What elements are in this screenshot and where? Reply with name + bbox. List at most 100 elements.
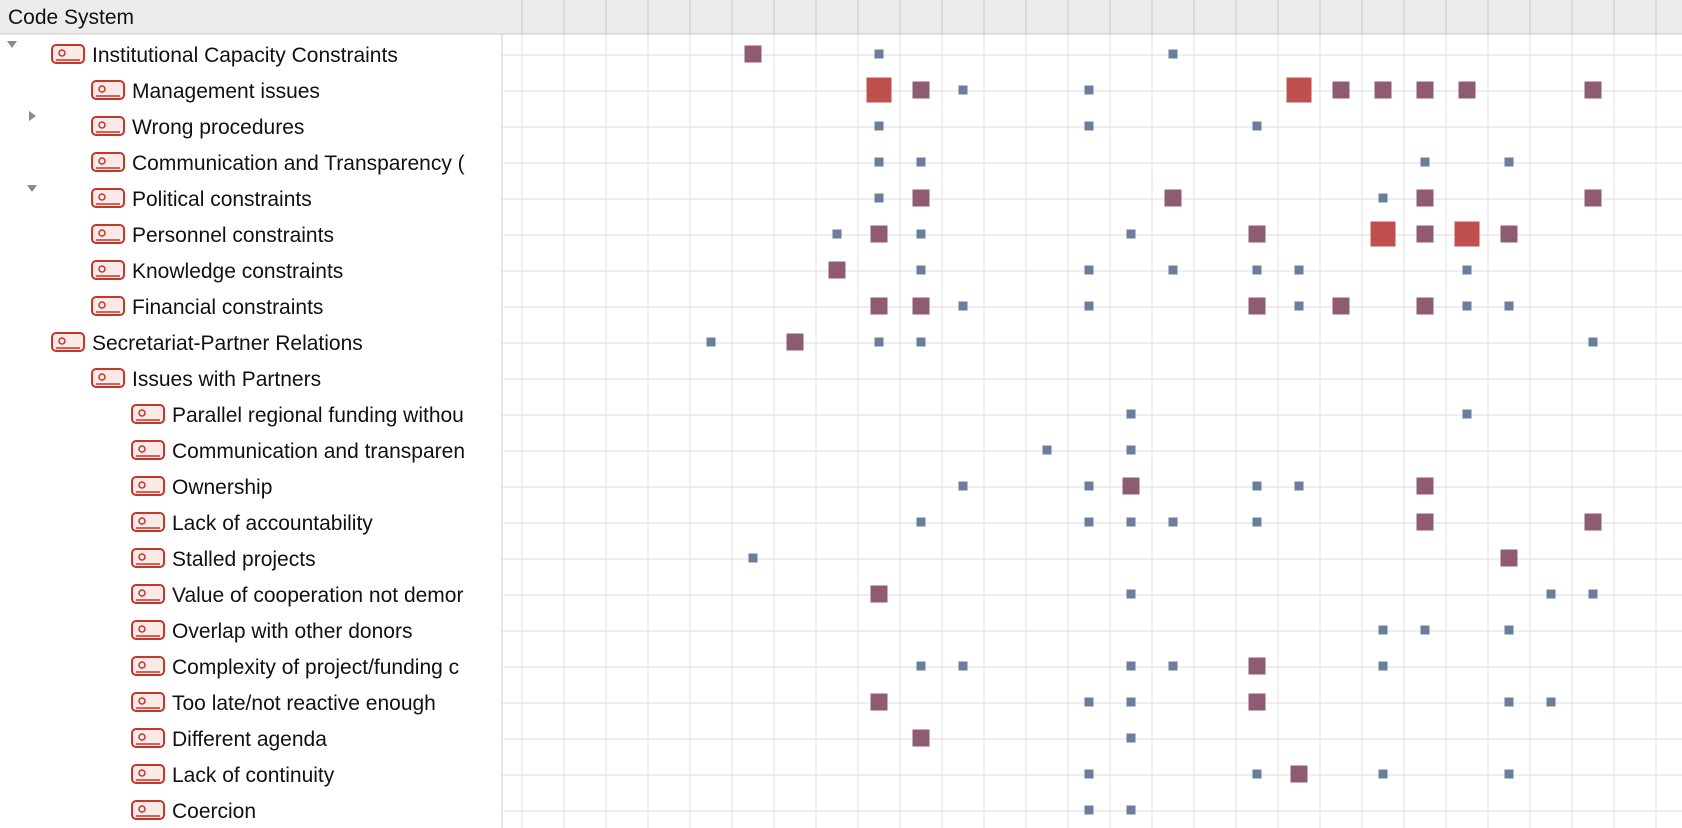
matrix-cell-square[interactable]: [1416, 513, 1434, 531]
matrix-cell-square[interactable]: [1168, 517, 1178, 527]
matrix-cell-square[interactable]: [874, 49, 884, 59]
code-row[interactable]: Overlap with other donors: [131, 620, 412, 643]
matrix-cell-square[interactable]: [828, 261, 846, 279]
matrix-cell-square[interactable]: [1126, 805, 1136, 815]
matrix-cell-square[interactable]: [1252, 481, 1262, 491]
matrix-cell-square[interactable]: [1294, 481, 1304, 491]
matrix-cell-square[interactable]: [1294, 265, 1304, 275]
matrix-cell-square[interactable]: [1084, 481, 1094, 491]
code-row[interactable]: Ownership: [131, 476, 272, 499]
matrix-cell-square[interactable]: [1252, 517, 1262, 527]
code-row[interactable]: Issues with Partners: [91, 368, 321, 391]
matrix-cell-square[interactable]: [874, 337, 884, 347]
matrix-cell-square[interactable]: [1420, 157, 1430, 167]
matrix-cell-square[interactable]: [1584, 81, 1602, 99]
matrix-cell-square[interactable]: [1084, 517, 1094, 527]
code-row[interactable]: Personnel constraints: [91, 224, 334, 247]
matrix-cell-square[interactable]: [744, 45, 762, 63]
code-row[interactable]: Complexity of project/funding c: [131, 656, 459, 679]
matrix-cell-square[interactable]: [912, 729, 930, 747]
matrix-cell-square[interactable]: [748, 553, 758, 563]
matrix-cell-square[interactable]: [1454, 221, 1480, 247]
matrix-cell-square[interactable]: [1584, 189, 1602, 207]
matrix-cell-square[interactable]: [1504, 301, 1514, 311]
matrix-cell-square[interactable]: [1290, 765, 1308, 783]
matrix-cell-square[interactable]: [870, 693, 888, 711]
matrix-cell-square[interactable]: [1500, 549, 1518, 567]
matrix-cell-square[interactable]: [1168, 49, 1178, 59]
matrix-cell-square[interactable]: [874, 121, 884, 131]
matrix-cell-square[interactable]: [1588, 589, 1598, 599]
code-row[interactable]: Parallel regional funding withou: [131, 404, 464, 427]
code-row[interactable]: Financial constraints: [91, 296, 323, 319]
matrix-cell-square[interactable]: [1126, 589, 1136, 599]
matrix-cell-square[interactable]: [1546, 589, 1556, 599]
matrix-cell-square[interactable]: [1462, 409, 1472, 419]
matrix-cell-square[interactable]: [1378, 769, 1388, 779]
code-row[interactable]: Lack of continuity: [131, 764, 335, 787]
matrix-cell-square[interactable]: [916, 517, 926, 527]
matrix-cell-square[interactable]: [1084, 85, 1094, 95]
matrix-cell-square[interactable]: [1126, 661, 1136, 671]
matrix-cell-square[interactable]: [786, 333, 804, 351]
matrix-cell-square[interactable]: [912, 189, 930, 207]
code-row[interactable]: Value of cooperation not demor: [131, 584, 463, 607]
matrix-cell-square[interactable]: [1504, 697, 1514, 707]
matrix-cell-square[interactable]: [1416, 477, 1434, 495]
matrix-cell-square[interactable]: [706, 337, 716, 347]
matrix-cell-square[interactable]: [912, 297, 930, 315]
matrix-cell-square[interactable]: [1084, 121, 1094, 131]
matrix-cell-square[interactable]: [1378, 625, 1388, 635]
matrix-cell-square[interactable]: [1286, 77, 1312, 103]
matrix-cell-square[interactable]: [1294, 301, 1304, 311]
code-row[interactable]: Coercion: [131, 800, 256, 823]
matrix-cell-square[interactable]: [870, 225, 888, 243]
matrix-cell-square[interactable]: [1462, 265, 1472, 275]
code-row[interactable]: Communication and transparen: [131, 440, 465, 463]
matrix-cell-square[interactable]: [1248, 225, 1266, 243]
matrix-cell-square[interactable]: [870, 297, 888, 315]
expand-triangle-icon[interactable]: [7, 41, 17, 48]
matrix-cell-square[interactable]: [1378, 661, 1388, 671]
matrix-cell-square[interactable]: [1164, 189, 1182, 207]
matrix-cell-square[interactable]: [1374, 81, 1392, 99]
matrix-cell-square[interactable]: [1546, 697, 1556, 707]
matrix-cell-square[interactable]: [866, 77, 892, 103]
matrix-cell-square[interactable]: [1126, 229, 1136, 239]
matrix-cell-square[interactable]: [912, 81, 930, 99]
matrix-cell-square[interactable]: [1252, 265, 1262, 275]
matrix-cell-square[interactable]: [1584, 513, 1602, 531]
matrix-cell-square[interactable]: [958, 661, 968, 671]
matrix-cell-square[interactable]: [1416, 81, 1434, 99]
matrix-cell-square[interactable]: [916, 265, 926, 275]
matrix-cell-square[interactable]: [1084, 265, 1094, 275]
matrix-cell-square[interactable]: [1126, 445, 1136, 455]
collapse-triangle-icon[interactable]: [29, 111, 36, 121]
matrix-cell-square[interactable]: [874, 157, 884, 167]
code-row[interactable]: Knowledge constraints: [91, 260, 343, 283]
matrix-cell-square[interactable]: [1042, 445, 1052, 455]
matrix-cell-square[interactable]: [1122, 477, 1140, 495]
matrix-cell-square[interactable]: [1416, 297, 1434, 315]
matrix-cell-square[interactable]: [1126, 733, 1136, 743]
matrix-cell-square[interactable]: [1458, 81, 1476, 99]
matrix-cell-square[interactable]: [870, 585, 888, 603]
code-row[interactable]: Different agenda: [131, 728, 327, 751]
matrix-cell-square[interactable]: [1504, 625, 1514, 635]
matrix-cell-square[interactable]: [1500, 225, 1518, 243]
matrix-cell-square[interactable]: [1420, 625, 1430, 635]
code-row[interactable]: Political constraints: [27, 185, 312, 211]
matrix-cell-square[interactable]: [1168, 661, 1178, 671]
matrix-cell-square[interactable]: [958, 301, 968, 311]
expand-triangle-icon[interactable]: [27, 185, 37, 192]
code-row[interactable]: Stalled projects: [131, 548, 316, 571]
matrix-cell-square[interactable]: [1370, 221, 1396, 247]
matrix-cell-square[interactable]: [1168, 265, 1178, 275]
matrix-cell-square[interactable]: [916, 229, 926, 239]
code-row[interactable]: Management issues: [91, 80, 320, 103]
matrix-cell-square[interactable]: [1126, 409, 1136, 419]
matrix-cell-square[interactable]: [1248, 693, 1266, 711]
matrix-cell-square[interactable]: [1252, 769, 1262, 779]
matrix-cell-square[interactable]: [1378, 193, 1388, 203]
matrix-cell-square[interactable]: [1084, 805, 1094, 815]
